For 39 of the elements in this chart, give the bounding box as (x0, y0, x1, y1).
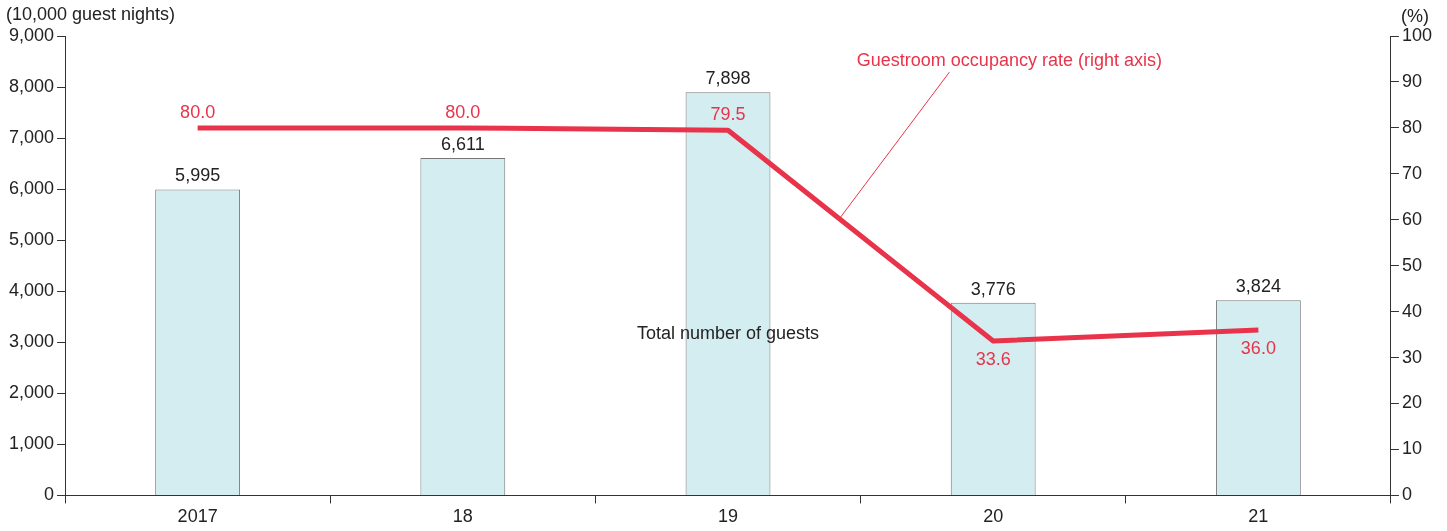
y2-tick-label: 50 (1401, 254, 1422, 275)
y2-axis-title: (%) (1401, 5, 1429, 26)
y2-tick-label: 40 (1401, 300, 1422, 321)
y2-tick-label: 70 (1401, 162, 1422, 183)
y2-tick-label: 90 (1401, 70, 1422, 91)
y-tick-label: 2,000 (9, 382, 55, 403)
data-label: 7,898 (705, 68, 751, 89)
data-label: 3,824 (1235, 276, 1281, 297)
data-label: 79.5 (710, 104, 746, 125)
y2-tick-label: 0 (1401, 484, 1412, 505)
y-axis-title: (10,000 guest nights) (6, 3, 176, 24)
y-tick-label: 7,000 (9, 127, 55, 148)
y-tick-label: 4,000 (9, 280, 55, 301)
y-tick-label: 8,000 (9, 76, 55, 97)
data-label: 3,776 (970, 278, 1016, 299)
y-tick-label: 1,000 (9, 433, 55, 454)
y2-tick-label: 30 (1401, 346, 1422, 367)
data-label: 5,995 (175, 165, 221, 186)
y2-tick-label: 10 (1401, 438, 1422, 459)
y-tick-label: 3,000 (9, 331, 55, 352)
x-tick-label: 21 (1248, 506, 1269, 527)
y-tick-label: 6,000 (9, 178, 55, 199)
y2-tick-label: 80 (1401, 116, 1422, 137)
x-tick-label: 18 (452, 506, 473, 527)
x-tick-label: 19 (717, 506, 739, 527)
data-label: 80.0 (445, 101, 481, 122)
x-tick-label: 20 (983, 506, 1004, 527)
x-tick-label: 2017 (177, 506, 218, 527)
y-tick-label: 0 (44, 484, 55, 505)
data-label: 33.6 (975, 349, 1011, 370)
data-label: 80.0 (180, 101, 216, 122)
data-label: 36.0 (1240, 337, 1276, 358)
series-label: Total number of guests (636, 322, 820, 343)
data-label: 6,611 (440, 133, 485, 154)
text: Guestroom occupancy rate (right axis) (856, 50, 1162, 71)
y2-tick-label: 20 (1401, 392, 1422, 413)
y-tick-label: 5,000 (9, 229, 55, 250)
y-tick-label: 9,000 (9, 24, 55, 45)
y2-tick-label: 60 (1401, 208, 1422, 229)
